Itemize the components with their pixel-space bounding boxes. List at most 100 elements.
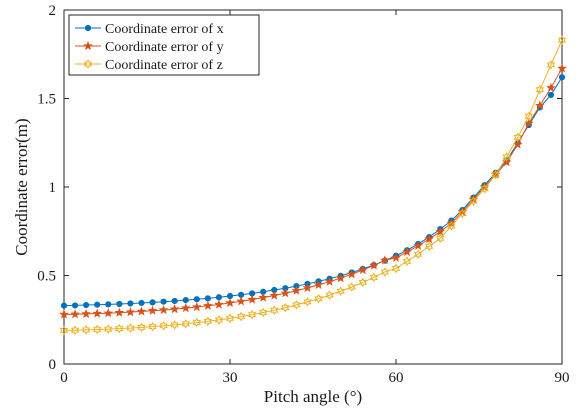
data-point [94, 301, 101, 308]
data-point [380, 255, 390, 265]
data-point [59, 309, 69, 319]
data-point [558, 74, 566, 81]
data-point [269, 290, 280, 300]
data-point [116, 300, 123, 308]
data-point [236, 311, 246, 322]
data-point [335, 273, 346, 283]
data-point [535, 100, 545, 110]
data-point [458, 208, 467, 219]
legend-label: Coordinate error of z [105, 58, 223, 73]
data-point [469, 196, 478, 206]
data-point [125, 307, 136, 317]
data-point [203, 300, 213, 310]
data-point [148, 321, 157, 332]
data-point [138, 299, 145, 307]
data-point [126, 323, 135, 333]
data-point [193, 296, 200, 303]
data-point [259, 307, 268, 318]
data-point [137, 322, 146, 333]
data-point [226, 292, 234, 300]
data-point [71, 302, 79, 309]
data-point [435, 226, 446, 236]
data-point [104, 324, 113, 334]
data-point [170, 320, 179, 330]
x-tick-label: 30 [223, 370, 238, 386]
legend-item: Coordinate error of y [75, 40, 224, 55]
y-tick-label: 1.5 [37, 92, 56, 108]
data-point [524, 111, 533, 121]
data-point [424, 234, 434, 244]
x-tick-label: 90 [555, 370, 570, 386]
data-point [314, 293, 323, 304]
data-point [413, 240, 423, 250]
data-point [391, 263, 401, 274]
legend-marker [84, 24, 92, 32]
data-point [192, 317, 201, 328]
data-point [105, 301, 112, 308]
data-point [81, 325, 91, 335]
data-point [325, 290, 334, 300]
data-point [391, 252, 401, 262]
data-point [158, 304, 169, 315]
data-point [447, 221, 456, 231]
data-point [70, 309, 80, 319]
data-point [214, 315, 224, 325]
legend: Coordinate error of x Coordinate error of… [68, 14, 260, 76]
series-line [63, 39, 563, 331]
legend-label: Coordinate error of y [105, 40, 224, 55]
legend-box [68, 14, 260, 76]
data-point [225, 313, 235, 324]
data-point [236, 296, 246, 306]
data-point [181, 319, 190, 329]
data-point [81, 308, 91, 318]
data-point [159, 320, 168, 331]
x-axis-label: Pitch angle (°) [264, 387, 362, 406]
data-point [225, 297, 235, 308]
data-point [83, 301, 90, 309]
data-point [546, 82, 556, 92]
x-tick-label: 0 [60, 370, 68, 386]
data-point [346, 269, 357, 279]
data-point [103, 308, 114, 318]
y-tick-label: 2 [49, 3, 57, 19]
legend-marker [83, 40, 93, 51]
data-point [160, 298, 167, 305]
data-point [313, 279, 324, 289]
data-point [127, 300, 134, 307]
data-point [114, 307, 125, 317]
y-axis-label: Coordinate error(m) [12, 118, 31, 255]
data-point [491, 169, 500, 180]
legend-item: Coordinate error of z [75, 58, 223, 73]
data-point [280, 288, 291, 298]
legend-marker [83, 59, 93, 69]
data-point [547, 91, 555, 99]
data-point [291, 285, 302, 295]
data-point [203, 316, 213, 327]
data-point [149, 299, 156, 306]
data-point [147, 305, 158, 315]
legend-label: Coordinate error of x [105, 22, 224, 37]
data-point [336, 286, 345, 297]
data-point [369, 260, 379, 270]
data-point [136, 306, 147, 316]
series-line [63, 68, 563, 315]
data-point [292, 300, 301, 310]
data-point [380, 267, 390, 277]
data-point [402, 256, 412, 267]
data-point [169, 304, 180, 314]
data-point [557, 63, 567, 73]
data-point [281, 302, 290, 313]
data-point [480, 183, 489, 194]
data-point [93, 324, 102, 335]
data-point [502, 152, 511, 162]
x-tick-label: 60 [389, 370, 404, 386]
y-tick-label: 1 [49, 180, 57, 196]
data-point [557, 35, 567, 45]
data-point [92, 308, 102, 318]
data-point [180, 303, 191, 313]
data-point [436, 233, 445, 244]
data-point [270, 305, 279, 315]
y-tick-label: 0.5 [37, 269, 56, 285]
data-point [358, 264, 368, 275]
data-point [303, 297, 312, 307]
